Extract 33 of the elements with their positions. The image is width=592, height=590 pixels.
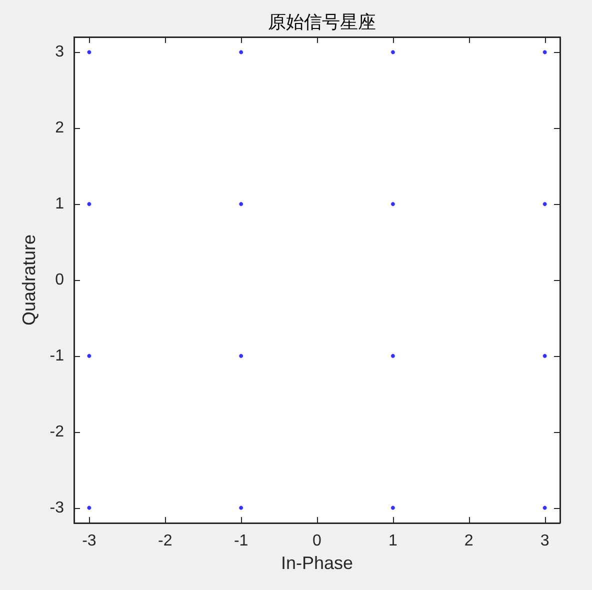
point [390, 506, 395, 510]
point [239, 202, 244, 206]
point [87, 354, 92, 358]
x-tick-label: -3 [82, 532, 96, 550]
point [390, 354, 395, 358]
x-tick-label: -2 [158, 532, 172, 550]
y-axis-title: Quadrature [19, 234, 39, 326]
point [87, 506, 92, 510]
y-tick-label: 0 [55, 272, 64, 288]
y-tick-label: -2 [50, 423, 64, 440]
chart-title: 原始信号星座 [268, 12, 376, 32]
y-tick-label: -1 [50, 347, 64, 364]
point [239, 50, 244, 54]
point [542, 506, 547, 510]
point [542, 50, 547, 54]
point [542, 202, 547, 206]
x-tick-label: 3 [540, 532, 550, 550]
point [239, 506, 244, 510]
y-tick-label: 1 [55, 196, 64, 213]
point [239, 354, 244, 358]
x-tick-label: 2 [464, 532, 474, 550]
x-tick-label: 1 [388, 532, 398, 550]
y-tick-label: -3 [50, 499, 64, 516]
y-tick-label: 2 [55, 120, 64, 137]
point [390, 202, 395, 206]
point [390, 50, 395, 54]
point [87, 50, 92, 54]
point [542, 354, 547, 358]
y-tick-label: 3 [55, 44, 64, 61]
x-tick-label: 0 [312, 532, 322, 550]
point [87, 202, 92, 206]
x-axis-title: In-Phase [280, 552, 354, 573]
x-tick-label: -1 [234, 532, 248, 550]
